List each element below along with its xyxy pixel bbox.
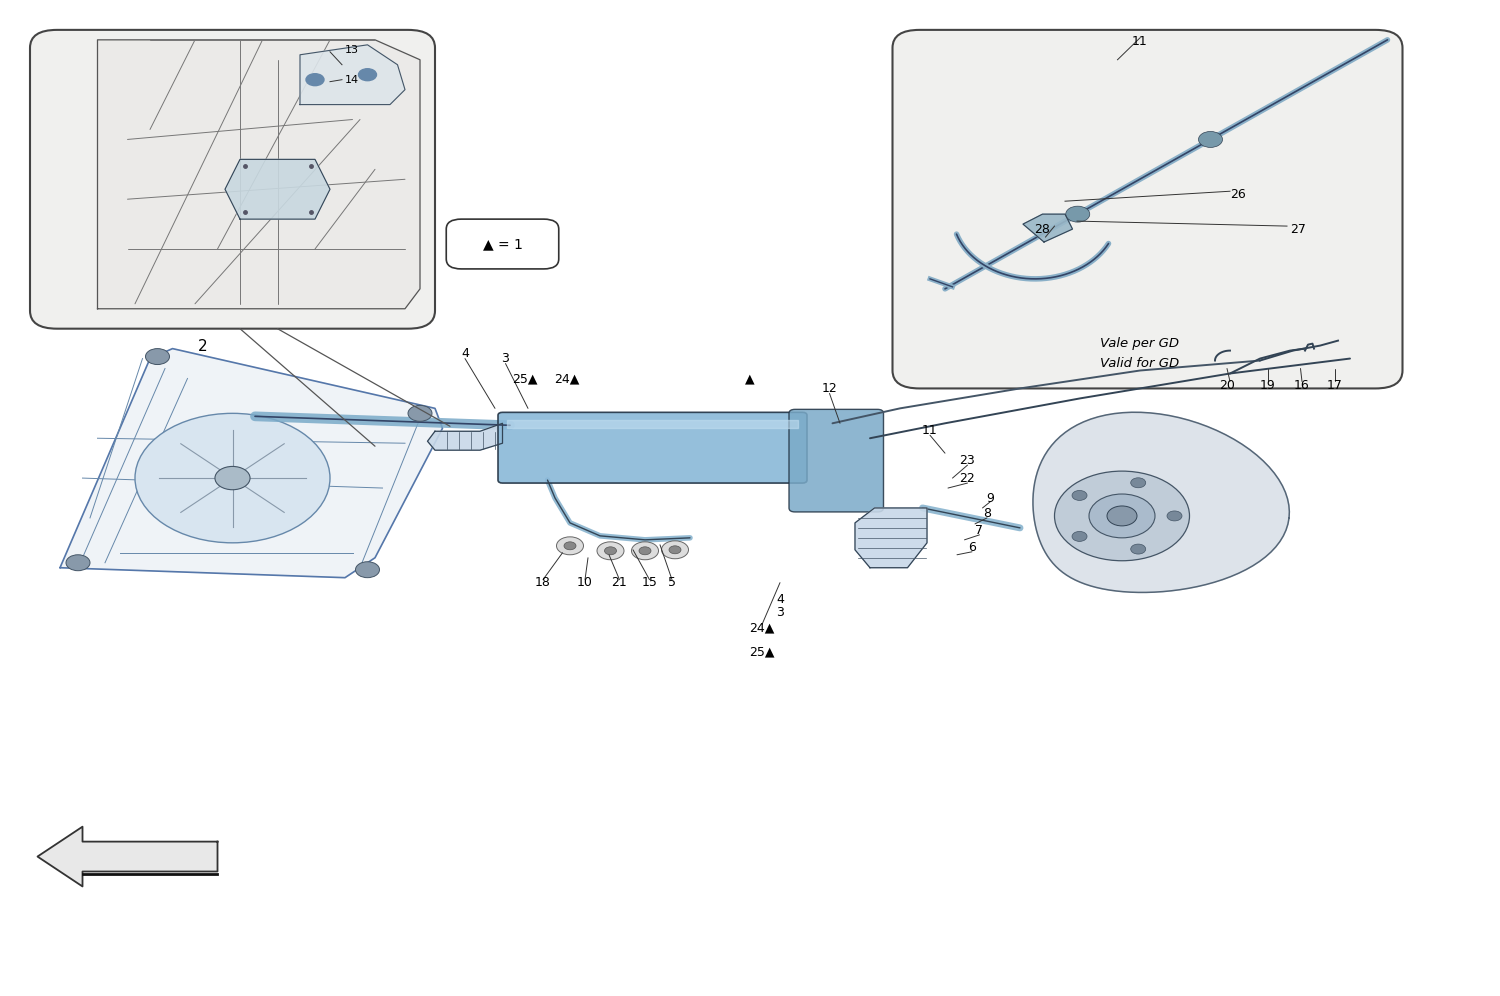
Text: 12: 12 <box>822 381 837 395</box>
Text: 9: 9 <box>986 491 994 505</box>
Polygon shape <box>225 159 330 219</box>
Text: 24▲: 24▲ <box>750 621 774 634</box>
Text: 4: 4 <box>776 593 784 607</box>
Text: 22: 22 <box>960 471 975 485</box>
Circle shape <box>662 541 688 559</box>
Circle shape <box>1089 494 1155 538</box>
Circle shape <box>639 547 651 555</box>
Text: 26: 26 <box>1230 187 1245 201</box>
Text: 21: 21 <box>612 576 627 590</box>
Text: 3: 3 <box>776 606 784 620</box>
Text: Valid for GD: Valid for GD <box>1101 357 1179 371</box>
Text: 4: 4 <box>460 347 470 361</box>
Polygon shape <box>855 508 927 568</box>
Circle shape <box>1167 511 1182 521</box>
Text: 16: 16 <box>1294 378 1310 392</box>
Circle shape <box>356 562 380 578</box>
Circle shape <box>556 537 584 555</box>
FancyBboxPatch shape <box>892 30 1402 388</box>
Text: 20: 20 <box>1220 378 1234 392</box>
Circle shape <box>146 349 170 365</box>
Text: 13: 13 <box>345 45 358 55</box>
FancyBboxPatch shape <box>447 219 558 269</box>
Text: Vale per GD: Vale per GD <box>1101 337 1179 351</box>
Circle shape <box>604 547 616 555</box>
Circle shape <box>1072 490 1088 500</box>
Circle shape <box>1131 478 1146 488</box>
Circle shape <box>1107 506 1137 526</box>
Text: 18: 18 <box>536 576 550 590</box>
Text: ▲: ▲ <box>746 372 754 385</box>
Text: 25▲: 25▲ <box>750 645 774 659</box>
Circle shape <box>1065 206 1089 222</box>
Polygon shape <box>1034 412 1290 593</box>
Circle shape <box>1054 471 1190 561</box>
Text: 17: 17 <box>1328 378 1342 392</box>
Polygon shape <box>1023 214 1072 242</box>
Text: 6: 6 <box>968 541 976 555</box>
Circle shape <box>632 542 658 560</box>
FancyBboxPatch shape <box>789 409 883 512</box>
Circle shape <box>1072 532 1088 542</box>
Text: 19: 19 <box>1260 378 1275 392</box>
Text: 28: 28 <box>1034 222 1050 236</box>
Text: 5: 5 <box>668 576 676 590</box>
Text: 8: 8 <box>982 507 992 521</box>
Circle shape <box>408 405 432 421</box>
Circle shape <box>1131 544 1146 554</box>
Text: 24▲: 24▲ <box>555 372 579 385</box>
Text: 10: 10 <box>578 576 592 590</box>
Circle shape <box>358 69 376 81</box>
Circle shape <box>214 466 250 490</box>
Text: 15: 15 <box>642 576 657 590</box>
Polygon shape <box>427 423 502 450</box>
Text: ▲ = 1: ▲ = 1 <box>483 237 522 251</box>
Circle shape <box>135 413 330 543</box>
Polygon shape <box>60 349 442 578</box>
Text: 14: 14 <box>345 75 358 85</box>
Polygon shape <box>300 45 405 105</box>
Text: 11: 11 <box>922 423 938 437</box>
Circle shape <box>66 555 90 571</box>
Text: 3: 3 <box>501 352 510 366</box>
Circle shape <box>564 542 576 550</box>
Text: 27: 27 <box>1290 222 1306 236</box>
Polygon shape <box>98 40 420 309</box>
Text: 23: 23 <box>960 453 975 467</box>
Circle shape <box>1198 131 1222 147</box>
Text: 2: 2 <box>198 339 207 354</box>
Text: 7: 7 <box>975 524 984 538</box>
Circle shape <box>306 74 324 86</box>
Circle shape <box>597 542 624 560</box>
Text: 11: 11 <box>1132 35 1148 48</box>
FancyBboxPatch shape <box>498 412 807 483</box>
FancyBboxPatch shape <box>30 30 435 329</box>
Text: 25▲: 25▲ <box>512 372 537 385</box>
Circle shape <box>669 546 681 554</box>
Polygon shape <box>38 827 218 886</box>
